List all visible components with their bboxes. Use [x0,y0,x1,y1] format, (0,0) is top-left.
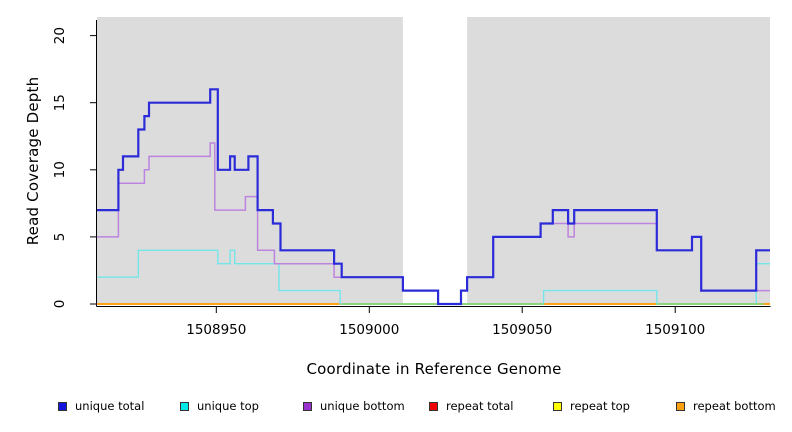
svg-text:5: 5 [52,233,68,242]
svg-text:15: 15 [52,94,68,111]
svg-text:20: 20 [52,27,68,44]
legend-label: unique top [197,399,259,413]
legend-swatch-red-icon [429,401,438,411]
legend-label: unique bottom [320,399,405,413]
legend-swatch-blue-icon [58,401,67,411]
legend-swatch-cyan-icon [180,401,189,411]
svg-text:1508950: 1508950 [186,322,246,338]
legend-item-repeat-top: repeat top [553,399,630,413]
svg-text:1509050: 1509050 [492,322,552,338]
legend-swatch-orange-icon [676,401,685,411]
y-axis-label: Read Coverage Depth [24,76,42,246]
legend-swatch-purple-icon [303,401,312,411]
legend-swatch-yellow-icon [553,401,562,411]
svg-text:10: 10 [52,161,68,178]
legend-item-repeat-bottom: repeat bottom [676,399,776,413]
legend-item-unique-total: unique total [58,399,144,413]
svg-text:1509000: 1509000 [339,322,399,338]
legend-item-repeat-total: repeat total [429,399,513,413]
legend-item-unique-bottom: unique bottom [303,399,405,413]
legend-label: repeat bottom [693,399,776,413]
coverage-chart-canvas: 1508950 1509000 1509050 1509100 0 5 10 15 20 [52,17,771,338]
svg-text:1509100: 1509100 [645,322,705,338]
x-axis-label: Coordinate in Reference Genome [306,360,562,378]
legend-item-unique-top: unique top [180,399,259,413]
legend: unique total unique top unique bottom re… [0,399,792,415]
legend-label: repeat total [446,399,514,413]
svg-text:0: 0 [52,300,68,309]
legend-label: repeat top [570,399,630,413]
legend-label: unique total [75,399,145,413]
